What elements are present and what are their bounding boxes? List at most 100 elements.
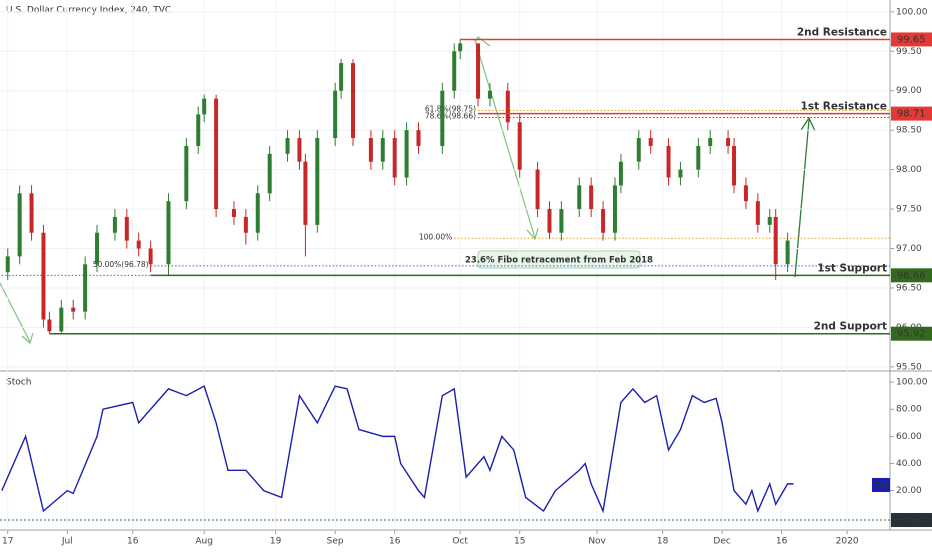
- candle-body: [612, 185, 617, 233]
- y-tick-label: 60.00: [896, 432, 922, 442]
- level-tag-text: -1.64: [898, 515, 924, 526]
- candle-body: [214, 98, 219, 210]
- stoch-line: [1, 385, 794, 514]
- fib-label: 61.8%(98.75): [425, 104, 476, 113]
- price-tag: [891, 32, 932, 47]
- level-label: 1st Resistance: [801, 101, 887, 113]
- candle-body: [380, 138, 385, 162]
- indicator-title: Stoch: [6, 378, 31, 388]
- x-tick-label: 17: [2, 537, 13, 547]
- x-tick-label: Aug: [195, 537, 213, 547]
- x-tick-label: 2020: [836, 537, 859, 547]
- candle-body: [17, 193, 22, 257]
- candle-body: [535, 169, 540, 210]
- candle-body: [297, 138, 302, 162]
- legend-label: %D: [873, 481, 889, 491]
- candle-body: [5, 256, 10, 273]
- level-label: 2nd Support: [814, 321, 887, 333]
- candle-body: [476, 43, 481, 99]
- candle-body: [404, 130, 409, 178]
- candle-body: [315, 138, 320, 225]
- candle-body: [47, 319, 52, 332]
- candle-body: [505, 90, 510, 123]
- candle-body: [726, 138, 731, 146]
- x-tick-label: 16: [389, 537, 401, 547]
- arrow-head: [800, 116, 816, 132]
- candle-body: [601, 209, 606, 233]
- candle-body: [416, 130, 421, 146]
- y-tick-label: 97.00: [896, 244, 922, 254]
- legend-box: [872, 478, 890, 492]
- candle-body: [589, 185, 594, 210]
- candle-body: [618, 161, 623, 186]
- candle-body: [243, 216, 248, 233]
- arrow-head: [21, 332, 34, 345]
- y-tick-label: 98.50: [896, 126, 922, 136]
- candle-body: [648, 138, 653, 146]
- arrow: [0, 282, 31, 343]
- price-tag: [891, 326, 932, 341]
- candle-body: [184, 145, 189, 202]
- annotation-text: 23.6% Fibo retracement from Feb 2018: [465, 256, 653, 266]
- x-tick-label: Sep: [327, 537, 344, 547]
- y-tick-label: 95.50: [896, 362, 922, 372]
- level-label: 2nd Resistance: [797, 26, 887, 38]
- candle-body: [285, 138, 290, 154]
- x-tick-label: 19: [270, 537, 282, 547]
- x-tick-label: Dec: [713, 537, 730, 547]
- annotation-box: [477, 250, 641, 269]
- x-tick-label: Oct: [452, 537, 468, 547]
- price-tag-text: 98.71: [897, 109, 926, 120]
- x-tick-label: 18: [657, 537, 669, 547]
- candle-body: [755, 201, 760, 225]
- candle-body: [41, 232, 46, 320]
- price-tag-text: 99.65: [897, 34, 926, 45]
- fib-label: 78.6%(98.66): [425, 112, 476, 121]
- level-tag: [891, 513, 932, 528]
- candle-body: [136, 240, 141, 249]
- candle-body: [517, 122, 522, 170]
- candle-body: [124, 216, 129, 241]
- candle-body: [351, 63, 356, 139]
- candle-body: [678, 169, 683, 178]
- candle-body: [452, 51, 457, 91]
- candle-body: [231, 209, 236, 217]
- candle-body: [29, 193, 34, 233]
- candle-body: [708, 138, 713, 146]
- candle-body: [148, 248, 153, 265]
- y-tick-label: 98.00: [896, 165, 922, 175]
- candle-body: [666, 145, 671, 178]
- candle-body: [59, 307, 64, 332]
- candle-body: [166, 201, 171, 265]
- candle-body: [202, 98, 207, 115]
- x-tick-label: 15: [514, 537, 525, 547]
- candle-body: [785, 240, 790, 265]
- price-tag-text: 95.92: [897, 329, 926, 340]
- candle-body: [83, 264, 88, 312]
- level-label: 1st Support: [817, 262, 887, 274]
- candle-body: [547, 209, 552, 233]
- candle-body: [339, 63, 344, 91]
- candle-body: [636, 138, 641, 162]
- arrow-head: [526, 227, 539, 241]
- drawing-arrows: [0, 36, 539, 345]
- candle-body: [196, 114, 201, 146]
- candle-body: [267, 153, 272, 194]
- fib-label: 50.00%(96.78): [93, 260, 149, 269]
- candle-body: [95, 232, 100, 265]
- arrow-head: [474, 36, 491, 47]
- y-tick-label: 99.00: [896, 86, 922, 96]
- candle-body: [743, 185, 748, 202]
- candle-body: [392, 138, 397, 178]
- chart-title: U.S. Dollar Currency Index, 240, TVC: [6, 6, 171, 16]
- candle-body: [732, 145, 737, 186]
- candle-body: [255, 193, 260, 233]
- arrow: [794, 119, 810, 278]
- arrow: [474, 39, 536, 239]
- price-tag-text: 96.66: [897, 270, 926, 281]
- price-tag: [891, 106, 932, 121]
- candle-body: [71, 307, 76, 312]
- fib-label: 100.00%: [419, 232, 452, 241]
- y-tick-label: 80.00: [896, 405, 922, 415]
